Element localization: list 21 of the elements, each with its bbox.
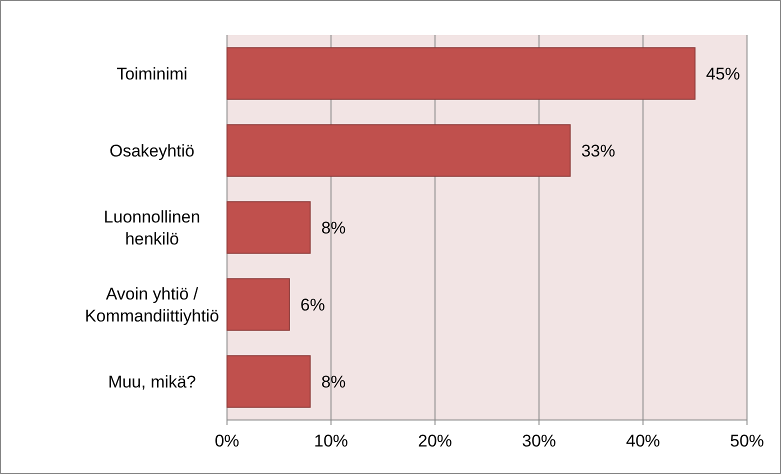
data-label: 8% — [321, 218, 346, 238]
bar — [226, 201, 311, 254]
data-label: 33% — [581, 141, 616, 160]
data-label: 6% — [300, 295, 325, 314]
x-tick-label: 50% — [730, 432, 764, 451]
y-tick-label: Osakeyhtiö — [109, 141, 195, 160]
y-tick-label: Muu, mikä? — [108, 372, 196, 392]
x-tick-label: 20% — [418, 432, 452, 451]
x-tick-label: 10% — [314, 432, 348, 451]
y-tick-label: Luonnollinen henkilö — [104, 207, 200, 248]
bar — [226, 278, 290, 331]
y-tick-label: Avoin yhtiö / Kommandiittiyhtiö — [84, 284, 220, 326]
x-tick-label: 0% — [214, 432, 240, 451]
bar — [226, 355, 311, 408]
bar — [226, 124, 571, 177]
data-label: 45% — [706, 64, 740, 84]
x-tick-label: 30% — [522, 432, 556, 451]
data-label: 8% — [321, 372, 346, 392]
bar — [226, 47, 696, 100]
y-tick-label: Toiminimi — [116, 64, 188, 84]
x-tick-label: 40% — [626, 432, 660, 451]
